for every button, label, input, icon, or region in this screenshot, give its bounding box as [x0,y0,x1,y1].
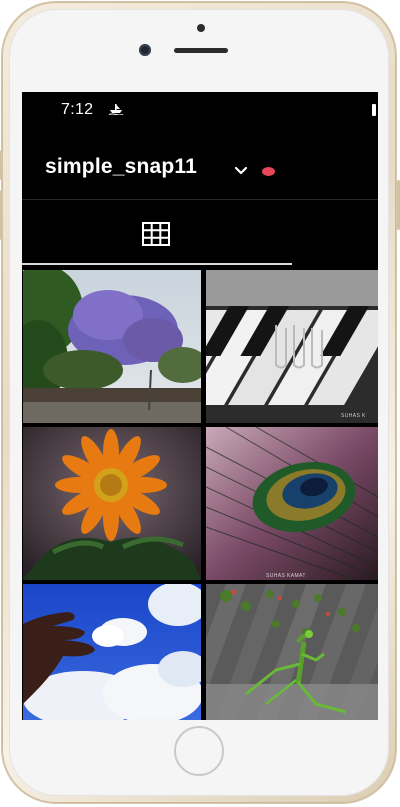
status-time: 7:12 [61,101,94,118]
header-divider [22,199,378,200]
app-screen: 7:12 simple_snap11 [22,92,378,720]
post-thumbnail-mantis[interactable] [206,584,378,720]
active-tab-indicator [22,263,292,265]
phone-power-button [397,180,400,230]
post-thumbnail-cloud[interactable]: SUHAS KAMAT [23,584,201,720]
post-thumbnail-trees[interactable] [23,270,201,423]
post-thumbnail-feather[interactable]: SUHAS KAMAT [206,427,378,580]
tab-grid[interactable] [134,216,178,252]
feather-watermark: SUHAS KAMAT [266,573,306,579]
cloud-watermark: SUHAS KAMAT [135,711,175,717]
status-bar: 7:12 [22,92,378,128]
phone-volume-button [0,190,3,240]
notification-dot [262,167,275,176]
boat-icon [108,102,124,120]
piano-watermark: SUHAS K [341,413,366,419]
front-camera [139,44,151,56]
chevron-down-icon[interactable] [234,163,248,181]
phone-side-button [0,150,3,180]
post-grid: SUHAS K [22,270,378,720]
earpiece-speaker [174,48,228,53]
profile-header: simple_snap11 [22,147,378,191]
profile-username[interactable]: simple_snap11 [45,155,198,178]
status-icon-partial [372,104,376,116]
proximity-sensor [197,24,205,32]
profile-tab-bar [22,200,378,266]
grid-icon [142,222,170,246]
post-thumbnail-flower[interactable] [23,427,201,580]
home-button[interactable] [174,726,224,776]
post-thumbnail-piano[interactable]: SUHAS K [206,270,378,423]
